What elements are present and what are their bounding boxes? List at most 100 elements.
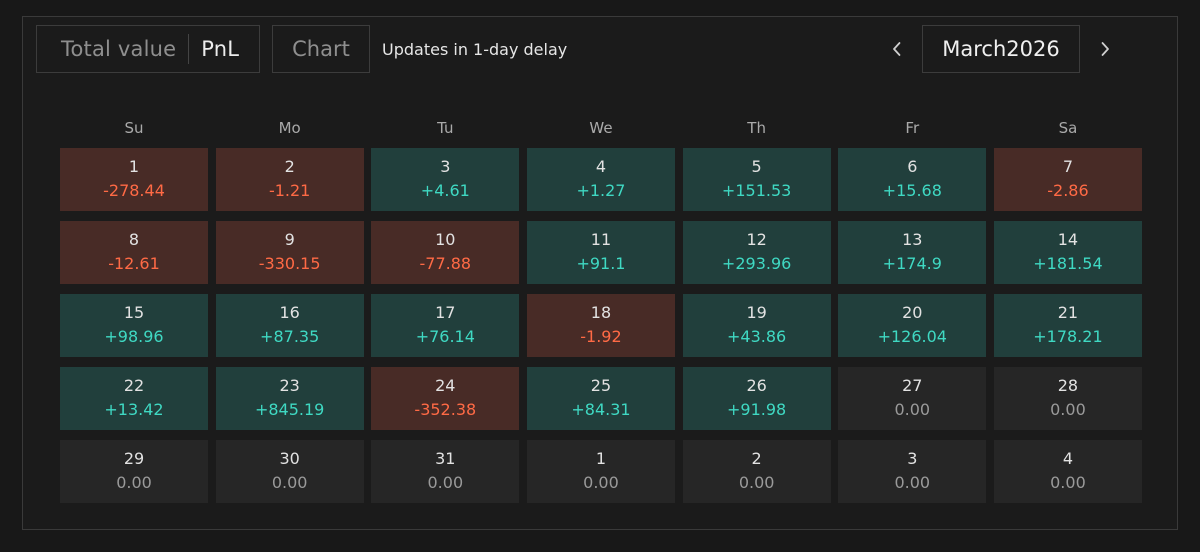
day-cell[interactable]: 11 +91.1 bbox=[526, 221, 675, 284]
day-cell[interactable]: 16 +87.35 bbox=[215, 294, 364, 357]
day-cell[interactable]: 4 0.00 bbox=[993, 440, 1142, 503]
day-cell[interactable]: 12 +293.96 bbox=[682, 221, 831, 284]
day-cell[interactable]: 7 -2.86 bbox=[993, 148, 1142, 211]
day-number: 14 bbox=[1057, 230, 1079, 249]
pnl-option[interactable]: PnL bbox=[201, 37, 240, 61]
pnl-value: +98.96 bbox=[104, 327, 164, 346]
day-cell[interactable]: 29 0.00 bbox=[60, 440, 208, 503]
day-cell[interactable]: 30 0.00 bbox=[215, 440, 364, 503]
day-cell[interactable]: 23 +845.19 bbox=[215, 367, 364, 430]
day-cell[interactable]: 6 +15.68 bbox=[838, 148, 987, 211]
day-cell[interactable]: 22 +13.42 bbox=[60, 367, 208, 430]
update-delay-note: Updates in 1-day delay bbox=[382, 39, 568, 59]
weekday-label: Th bbox=[747, 119, 766, 137]
day-number: 18 bbox=[590, 303, 612, 322]
day-number: 16 bbox=[279, 303, 300, 322]
total-value-option[interactable]: Total value bbox=[61, 37, 177, 61]
pnl-value: +1.27 bbox=[576, 181, 626, 200]
pnl-value: 0.00 bbox=[271, 473, 308, 492]
day-cell[interactable]: 15 +98.96 bbox=[60, 294, 208, 357]
day-number: 25 bbox=[590, 376, 612, 395]
day-cell[interactable]: 3 0.00 bbox=[838, 440, 987, 503]
day-number: 3 bbox=[440, 157, 451, 176]
day-cell[interactable]: 1 -278.44 bbox=[60, 148, 208, 211]
pnl-value: +293.96 bbox=[721, 254, 792, 273]
pnl-value: +4.61 bbox=[420, 181, 470, 200]
day-cell[interactable]: 5 +151.53 bbox=[682, 148, 831, 211]
day-cell[interactable]: 20 +126.04 bbox=[838, 294, 987, 357]
day-number: 24 bbox=[435, 376, 456, 395]
weekday-label: Mo bbox=[278, 119, 301, 137]
day-cell[interactable]: 31 0.00 bbox=[371, 440, 520, 503]
pnl-value: +151.53 bbox=[721, 181, 792, 200]
day-number: 6 bbox=[907, 157, 918, 176]
pnl-value: -330.15 bbox=[258, 254, 321, 273]
day-number: 8 bbox=[128, 230, 140, 249]
previous-month-button[interactable] bbox=[882, 25, 912, 73]
day-number: 11 bbox=[590, 230, 612, 249]
day-cell[interactable]: 4 +1.27 bbox=[526, 148, 675, 211]
day-cell[interactable]: 24 -352.38 bbox=[371, 367, 520, 430]
pnl-value: 0.00 bbox=[1050, 473, 1086, 492]
day-number: 4 bbox=[595, 157, 607, 176]
day-number: 23 bbox=[279, 376, 300, 395]
pnl-value: 0.00 bbox=[583, 473, 619, 492]
weekday-label: Tu bbox=[437, 119, 454, 137]
day-cell[interactable]: 1 0.00 bbox=[526, 440, 675, 503]
view-toggle: Total value PnL bbox=[36, 25, 260, 73]
pnl-value: 0.00 bbox=[894, 400, 931, 419]
day-cell[interactable]: 2 0.00 bbox=[682, 440, 831, 503]
pnl-value: -12.61 bbox=[108, 254, 160, 273]
chevron-left-icon bbox=[893, 42, 901, 56]
day-number: 29 bbox=[123, 449, 145, 468]
day-number: 17 bbox=[435, 303, 456, 322]
day-cell[interactable]: 27 0.00 bbox=[838, 367, 987, 430]
calendar-grid: 1 -278.44 2 -1.21 3 +4.61 4 +1.27 5 +151.53 6 +15.6… bbox=[60, 148, 1142, 503]
day-number: 1 bbox=[595, 449, 607, 468]
pnl-value: 0.00 bbox=[894, 473, 931, 492]
day-number: 30 bbox=[279, 449, 300, 468]
day-number: 21 bbox=[1057, 303, 1079, 322]
pnl-value: 0.00 bbox=[1050, 400, 1086, 419]
day-number: 5 bbox=[751, 157, 762, 176]
day-cell[interactable]: 28 0.00 bbox=[993, 367, 1142, 430]
day-number: 26 bbox=[746, 376, 767, 395]
pnl-value: -77.88 bbox=[419, 254, 472, 273]
day-cell[interactable]: 18 -1.92 bbox=[526, 294, 675, 357]
weekday-label: Fr bbox=[905, 119, 920, 137]
pnl-value: +91.1 bbox=[576, 254, 626, 273]
day-cell[interactable]: 8 -12.61 bbox=[60, 221, 208, 284]
day-number: 2 bbox=[284, 157, 295, 176]
day-number: 13 bbox=[902, 230, 923, 249]
day-number: 7 bbox=[1062, 157, 1074, 176]
next-month-button[interactable] bbox=[1090, 25, 1120, 73]
chart-button[interactable]: Chart bbox=[272, 25, 370, 73]
day-cell[interactable]: 26 +91.98 bbox=[682, 367, 831, 430]
day-cell[interactable]: 3 +4.61 bbox=[371, 148, 520, 211]
day-cell[interactable]: 19 +43.86 bbox=[682, 294, 831, 357]
day-cell[interactable]: 25 +84.31 bbox=[526, 367, 675, 430]
pnl-value: 0.00 bbox=[427, 473, 464, 492]
day-number: 28 bbox=[1057, 376, 1079, 395]
weekday-label: Su bbox=[124, 119, 144, 137]
pnl-value: -2.86 bbox=[1047, 181, 1089, 200]
pnl-value: +76.14 bbox=[415, 327, 475, 346]
pnl-value: +87.35 bbox=[260, 327, 320, 346]
day-cell[interactable]: 17 +76.14 bbox=[371, 294, 520, 357]
day-number: 10 bbox=[435, 230, 456, 249]
day-cell[interactable]: 10 -77.88 bbox=[371, 221, 520, 284]
day-cell[interactable]: 9 -330.15 bbox=[215, 221, 364, 284]
pnl-value: -352.38 bbox=[414, 400, 477, 419]
day-cell[interactable]: 13 +174.9 bbox=[838, 221, 987, 284]
pnl-value: +91.98 bbox=[727, 400, 787, 419]
day-number: 4 bbox=[1062, 449, 1074, 468]
pnl-value: +15.68 bbox=[882, 181, 942, 200]
pnl-value: +84.31 bbox=[571, 400, 631, 419]
day-cell[interactable]: 21 +178.21 bbox=[993, 294, 1142, 357]
day-cell[interactable]: 14 +181.54 bbox=[993, 221, 1142, 284]
day-number: 1 bbox=[128, 157, 140, 176]
pnl-value: +845.19 bbox=[254, 400, 325, 419]
month-label[interactable]: March2026 bbox=[922, 25, 1080, 73]
day-number: 9 bbox=[284, 230, 295, 249]
day-cell[interactable]: 2 -1.21 bbox=[215, 148, 364, 211]
